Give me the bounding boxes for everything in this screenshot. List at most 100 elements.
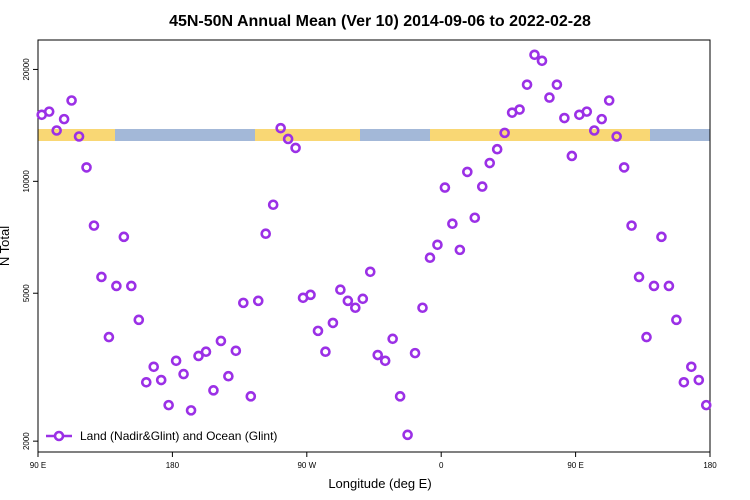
data-point (514, 104, 525, 115)
land-band (255, 129, 360, 141)
data-point (252, 295, 264, 307)
data-point (700, 399, 712, 411)
data-point (417, 302, 428, 314)
y-tick-label: 5000 (22, 284, 31, 302)
data-point (499, 127, 510, 139)
land-ocean-strip (38, 129, 710, 141)
data-point (238, 297, 249, 309)
data-point (529, 49, 540, 61)
ocean-band (650, 129, 710, 141)
legend-marker (53, 430, 65, 442)
ocean-band (360, 129, 430, 141)
data-point (208, 385, 219, 396)
data-point (327, 317, 339, 329)
data-point (290, 142, 301, 154)
x-axis-label: Longitude (deg E) (328, 476, 431, 491)
data-point (230, 345, 242, 357)
x-tick-label: 90 E (567, 461, 583, 470)
data-point (185, 405, 197, 416)
data-point (215, 335, 227, 347)
data-point (439, 182, 451, 193)
data-point (581, 106, 593, 117)
data-point (170, 355, 182, 367)
data-point (611, 131, 622, 142)
data-point (671, 314, 682, 326)
data-point (656, 231, 667, 243)
data-point (320, 346, 331, 358)
data-point (432, 239, 443, 251)
data-point (126, 280, 137, 292)
legend-label: Land (Nadir&Glint) and Ocean (Glint) (80, 429, 277, 443)
data-point (193, 350, 204, 362)
data-point (693, 374, 705, 386)
data-point (96, 271, 107, 283)
data-point (648, 280, 660, 292)
x-tick-label: 0 (439, 461, 444, 470)
data-point (357, 293, 369, 305)
data-point (200, 346, 212, 358)
data-point (603, 95, 615, 106)
data-point (491, 143, 503, 155)
data-point (618, 162, 630, 173)
data-point (379, 355, 391, 367)
data-point (335, 284, 346, 296)
data-point (596, 113, 608, 125)
data-point (626, 220, 637, 231)
data-point (588, 125, 600, 136)
data-point (223, 370, 234, 382)
data-point (372, 349, 384, 361)
y-tick-label: 20000 (22, 58, 31, 81)
data-point (118, 231, 130, 243)
data-point (66, 95, 77, 106)
data-point (148, 361, 160, 373)
data-point (305, 289, 316, 301)
data-point (663, 280, 675, 292)
data-point (544, 92, 555, 103)
data-point (641, 331, 652, 343)
data-point (155, 374, 167, 386)
data-point (559, 112, 570, 124)
data-point (469, 212, 481, 224)
data-point (394, 391, 406, 402)
data-point (633, 271, 645, 283)
data-point (551, 79, 563, 90)
data-point (51, 125, 62, 136)
data-point (73, 131, 85, 142)
data-point (282, 133, 294, 145)
data-point (521, 79, 533, 90)
data-point (178, 368, 189, 380)
x-tick-label: 180 (166, 461, 180, 470)
data-point (447, 218, 458, 230)
data-point (350, 302, 361, 314)
land-band (430, 129, 650, 141)
data-point (566, 150, 578, 162)
data-point (111, 280, 122, 292)
data-point (342, 295, 354, 307)
y-tick-label: 2000 (22, 432, 31, 450)
chart-title: 45N-50N Annual Mean (Ver 10) 2014-09-06 … (169, 13, 591, 30)
data-point (43, 106, 55, 117)
data-point (484, 157, 496, 169)
ocean-band (115, 129, 255, 141)
data-point (275, 122, 286, 134)
data-point (58, 113, 70, 125)
x-tick-label: 90 W (297, 461, 316, 470)
data-point (387, 333, 398, 345)
data-point (140, 376, 152, 388)
data-point (163, 399, 174, 411)
data-point (81, 162, 92, 173)
plot-frame (37, 39, 711, 453)
y-tick-label: 10000 (22, 170, 31, 193)
data-point (454, 244, 466, 256)
data-point (476, 181, 488, 192)
x-tick-label: 180 (703, 461, 717, 470)
data-point (409, 347, 421, 359)
x-tick-label: 90 E (30, 461, 46, 470)
data-point (402, 429, 413, 441)
data-point (103, 331, 115, 343)
data-point (686, 361, 697, 373)
data-point (133, 314, 145, 326)
data-point (267, 199, 279, 211)
data-point (88, 220, 100, 231)
